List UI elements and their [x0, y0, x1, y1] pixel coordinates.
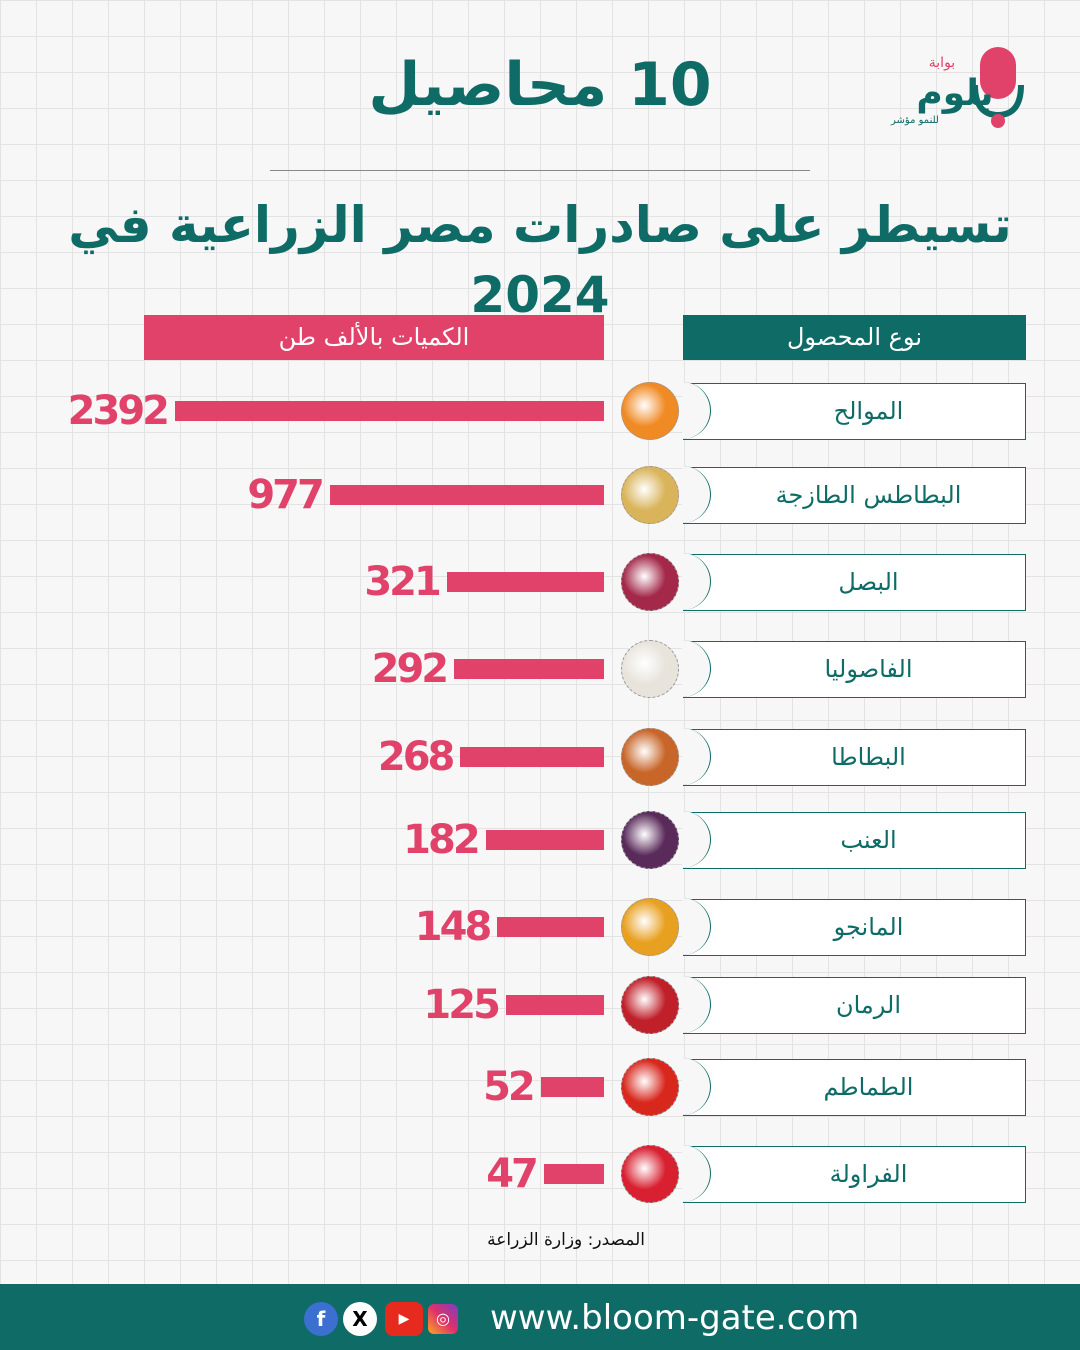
bar-value-label: 182 [403, 817, 481, 863]
pomegranate-icon [621, 976, 679, 1034]
youtube-icon[interactable]: ▶ [385, 1302, 423, 1336]
bar [454, 659, 604, 679]
divider [270, 170, 810, 171]
bar-value-label: 47 [486, 1151, 539, 1197]
bar-value-label: 148 [414, 904, 493, 950]
bar [505, 995, 604, 1015]
footer-bar [0, 1284, 1080, 1350]
x-icon[interactable]: X [343, 1302, 377, 1336]
svg-text:بلوم: بلوم [916, 73, 993, 114]
onion-icon [621, 553, 679, 611]
crop-column-header: نوع المحصول [683, 315, 1026, 360]
crop-label: الفاصوليا [682, 640, 1026, 698]
bar-value-label: 52 [483, 1064, 536, 1110]
bar [485, 830, 604, 850]
instagram-icon[interactable]: ◎ [428, 1304, 458, 1334]
citrus-icon [621, 382, 679, 440]
svg-text:للنمو مؤشر: للنمو مؤشر [890, 115, 939, 126]
bar-value-label: 125 [423, 982, 501, 1028]
bar [446, 572, 604, 592]
crop-label: العنب [682, 811, 1026, 869]
crop-label: الرمان [682, 976, 1026, 1034]
website-url[interactable]: www.bloom-gate.com [490, 1298, 860, 1338]
mango-icon [621, 898, 679, 956]
potato-icon [621, 466, 679, 524]
bar [543, 1164, 604, 1184]
bar-value-label: 2392 [67, 388, 170, 434]
facebook-icon[interactable]: f [304, 1302, 338, 1336]
svg-text:بوابة: بوابة [929, 55, 955, 71]
bar [329, 485, 604, 505]
grapes-icon [621, 811, 679, 869]
title-line-2: تسيطر على صادرات مصر الزراعية في 2024 [68, 196, 1012, 324]
beans-icon [621, 640, 679, 698]
bar [460, 747, 604, 767]
crop-label: البصل [682, 553, 1026, 611]
bar [497, 917, 604, 937]
strawberry-icon [621, 1145, 679, 1203]
crop-label: البطاطا [682, 728, 1026, 786]
title-line-1: 10 محاصيل [368, 50, 712, 120]
bar-value-label: 268 [377, 734, 456, 780]
crop-label: الفراولة [682, 1145, 1026, 1203]
brand-logo: بلوم بوابة للنمو مؤشر [880, 45, 1025, 130]
crop-label: المانجو [682, 898, 1026, 956]
bar [175, 401, 604, 421]
sweet-potato-icon [621, 728, 679, 786]
bar-value-label: 292 [371, 646, 450, 692]
bar [540, 1077, 604, 1097]
bar-value-label: 321 [364, 559, 442, 605]
bar-value-label: 977 [247, 472, 325, 518]
quantity-column-header: الكميات بالألف طن [144, 315, 604, 360]
tomato-icon [621, 1058, 679, 1116]
crop-label: الطماطم [682, 1058, 1026, 1116]
crop-label: الموالح [682, 382, 1026, 440]
crop-label: البطاطس الطازجة [682, 466, 1026, 524]
source-note: المصدر: وزارة الزراعة [487, 1230, 645, 1250]
